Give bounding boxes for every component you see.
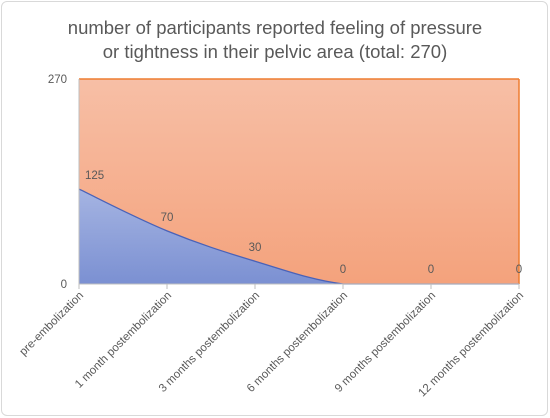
y-tick-layer: 0 270 [48, 74, 67, 291]
series-area [79, 189, 519, 284]
data-label: 125 [85, 170, 104, 182]
data-label: 0 [340, 264, 346, 276]
x-tick-label: 3 months postembolization [157, 290, 262, 395]
data-label: 0 [428, 264, 434, 276]
chart-title-line-1: number of participants reported feeling … [67, 17, 483, 38]
chart-title-line-2: or tightness in their pelvic area (total… [102, 41, 448, 62]
total-area-layer [79, 78, 520, 284]
x-tick-label: 9 months postembolization [333, 290, 438, 395]
data-label: 0 [516, 264, 522, 276]
x-tick-label: 1 month postembolization [73, 290, 174, 391]
x-tick-label: pre-embolization [18, 290, 87, 359]
data-label-layer: 125 70 30 0 0 0 [85, 170, 522, 276]
x-tick-label: 12 months postembolization [416, 290, 526, 400]
axis-layer [78, 79, 520, 289]
chart-title: number of participants reported feeling … [20, 16, 530, 64]
y-tick-label: 270 [48, 74, 67, 86]
x-tick-label: 6 months postembolization [245, 290, 350, 395]
total-area [79, 79, 519, 284]
data-label: 30 [249, 242, 262, 254]
data-label: 70 [161, 212, 174, 224]
y-tick-label: 0 [61, 279, 67, 291]
